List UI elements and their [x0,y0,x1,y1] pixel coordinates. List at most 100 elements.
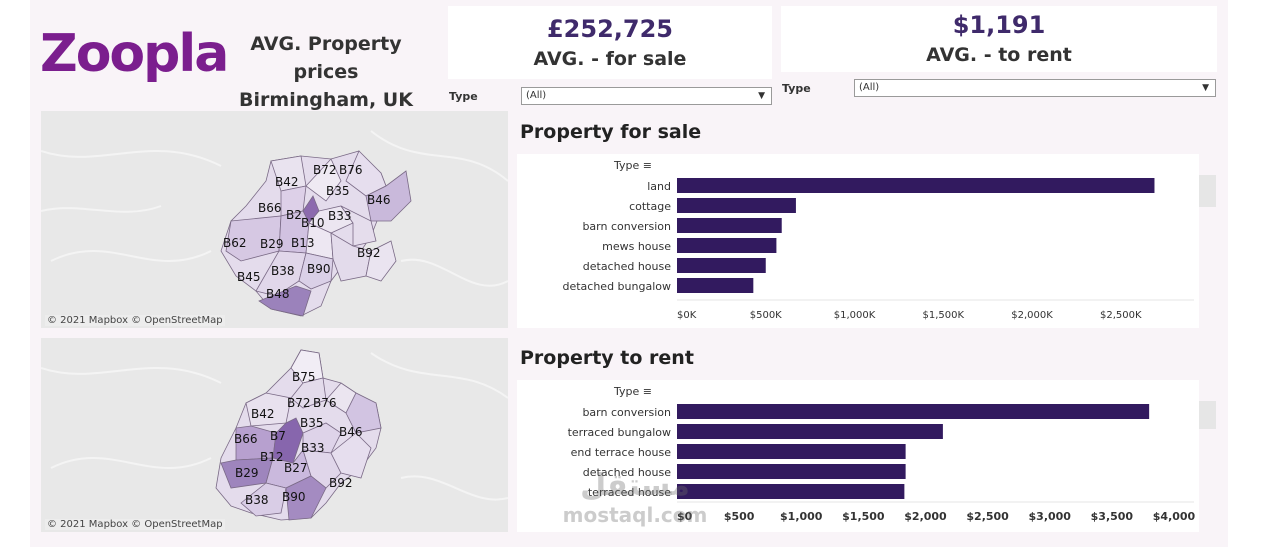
map-roads [41,352,508,501]
rent-tick-label: $3,000 [1029,510,1072,523]
sale-bar[interactable] [677,258,766,273]
kpi-card-rent: $1,191 AVG. - to rent [781,6,1217,72]
sale-category-label: barn conversion [582,220,671,233]
map-label: B76 [313,396,337,410]
map-sale-svg: B42 B72 B76 B35 B46 B66 B2 B33 B10 B62 B… [41,130,508,317]
map-labels: B75 B72 B76 B42 B35 B46 B66 B7 B33 B12 B… [234,370,363,507]
chevron-down-icon: ▼ [1202,83,1209,93]
map-sale[interactable]: B42 B72 B76 B35 B46 B66 B2 B33 B10 B62 B… [41,111,508,328]
map-rent[interactable]: B75 B72 B76 B42 B35 B46 B66 B7 B33 B12 B… [41,338,508,532]
chart-rent-title: Property to rent [520,347,694,369]
chart-rent-svg: barn conversion terraced bungalow end terr… [568,404,1196,523]
map-label: B46 [339,425,363,439]
sale-bar[interactable] [677,278,754,293]
sale-bar[interactable] [677,198,796,213]
chart-sale-scrollbar[interactable] [1199,175,1216,207]
map-label: B92 [329,476,353,490]
map-rent-attribution[interactable]: © 2021 Mapbox © OpenStreetMap [45,519,225,530]
map-label: B29 [260,237,284,251]
rent-bar[interactable] [677,404,1150,419]
sale-tick-label: $1,500K [922,310,964,321]
map-label: B13 [291,236,315,250]
rent-tick-label: $0 [677,510,693,523]
map-label: B10 [301,216,325,230]
page-title-line1: AVG. Property prices [250,33,402,83]
map-label: B38 [245,493,269,507]
sale-category-label: detached house [583,260,671,273]
map-label: B12 [260,450,284,464]
rent-bar[interactable] [677,484,905,499]
filter-rent-label: Type [782,82,811,95]
map-label: B90 [282,490,306,504]
chart-sale-header[interactable]: Type ≡ [614,159,652,172]
sale-tick-label: $2,500K [1100,310,1142,321]
map-label: B72 [287,396,311,410]
map-regions [215,349,382,521]
rent-tick-label: $1,500 [842,510,885,523]
map-label: B62 [223,236,247,250]
sale-category-label: detached bungalow [562,280,671,293]
map-label: B33 [301,441,325,455]
map-label: B35 [300,416,324,430]
rent-bar[interactable] [677,424,943,439]
map-label: B29 [235,466,259,480]
chart-rent-scrollbar[interactable] [1199,401,1216,429]
rent-category-label: barn conversion [582,406,671,419]
sale-bar[interactable] [677,238,777,253]
rent-tick-label: $500 [724,510,755,523]
kpi-card-sale: £252,725 AVG. - for sale [448,6,772,79]
chart-rent-header[interactable]: Type ≡ [614,385,652,398]
map-label: B90 [307,262,331,276]
map-label: B46 [367,193,391,207]
rent-bar[interactable] [677,444,906,459]
map-rent-svg: B75 B72 B76 B42 B35 B46 B66 B7 B33 B12 B… [41,349,508,521]
sale-tick-label: $2,000K [1011,310,1053,321]
rent-category-label: end terrace house [571,446,672,459]
chart-sale-header-label: Type [614,159,640,172]
map-label: B76 [339,163,363,177]
map-label: B2 [286,208,302,222]
kpi-sale-value: £252,725 [546,15,673,43]
map-label: B66 [234,432,258,446]
map-label: B75 [292,370,316,384]
map-label: B27 [284,461,308,475]
watermark: مستقل mostaql.com [560,468,710,526]
map-labels: B42 B72 B76 B35 B46 B66 B2 B33 B10 B62 B… [223,163,391,301]
map-label: B38 [271,264,295,278]
kpi-sale-label: AVG. - for sale [533,48,687,70]
map-label: B92 [357,246,381,260]
kpi-rent-value: $1,191 [952,11,1046,39]
map-label: B72 [313,163,337,177]
map-label: B42 [251,407,275,421]
map-regions [220,150,412,317]
sale-bar[interactable] [677,218,782,233]
chart-rent-header-label: Type [614,385,640,398]
sale-tick-label: $1,000K [834,310,876,321]
map-sale-attribution[interactable]: © 2021 Mapbox © OpenStreetMap [45,315,225,326]
sort-icon[interactable]: ≡ [642,159,652,172]
rent-bar[interactable] [677,464,906,479]
map-label: B48 [266,287,290,301]
map-label: B45 [237,270,261,284]
map-label: B35 [326,184,350,198]
rent-tick-label: $2,500 [966,510,1009,523]
sale-bar[interactable] [677,178,1155,193]
sale-tick-label: $0K [677,310,697,321]
watermark-arabic: مستقل [580,468,690,503]
chart-sale-svg: land cottage barn conversion mews house deta… [562,178,1194,321]
rent-tick-label: $2,000 [904,510,947,523]
map-label: B7 [270,429,286,443]
filter-rent-dropdown[interactable]: (All) ▼ [854,79,1216,97]
watermark-latin: mostaql.com [562,503,708,527]
sort-icon[interactable]: ≡ [642,385,652,398]
filter-rent-value: (All) [859,82,880,93]
rent-tick-label: $3,500 [1091,510,1134,523]
sale-category-label: land [647,180,671,193]
sale-category-label: mews house [602,240,671,253]
filter-sale-value: (All) [526,90,547,101]
rent-category-label: detached house [583,466,671,479]
filter-sale-dropdown[interactable]: (All) ▼ [521,87,772,105]
chevron-down-icon: ▼ [758,91,765,101]
map-label: B42 [275,175,299,189]
sale-tick-label: $500K [750,310,782,321]
